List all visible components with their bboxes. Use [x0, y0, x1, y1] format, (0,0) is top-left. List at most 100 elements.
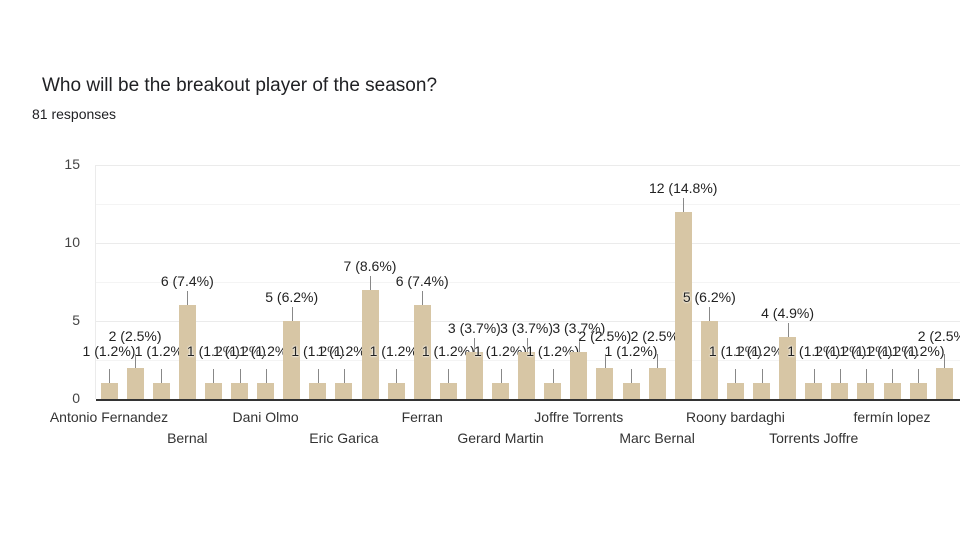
x-axis-label: Joffre Torrents: [534, 409, 624, 425]
bar[interactable]: [361, 289, 379, 399]
bar[interactable]: [178, 305, 196, 399]
data-label: 1 (1.2%): [526, 343, 580, 360]
data-label: 6 (7.4%): [395, 273, 449, 290]
data-label: 1 (1.2%): [604, 343, 658, 360]
data-label: 2 (2.5%): [630, 327, 684, 344]
data-label: 12 (14.8%): [648, 179, 718, 196]
bar[interactable]: [674, 211, 692, 399]
data-label-leader: [709, 307, 711, 321]
data-label: 1 (1.2%): [787, 343, 841, 360]
gridline: [96, 204, 960, 205]
data-label-leader: [370, 275, 371, 290]
bar[interactable]: [439, 383, 457, 399]
response-count: 81 responses: [32, 106, 117, 122]
bar[interactable]: [283, 321, 301, 399]
bar[interactable]: [883, 383, 901, 399]
data-label-leader: [761, 369, 763, 384]
data-label-leader: [552, 369, 554, 384]
gridline: [96, 243, 960, 244]
data-label-leader: [474, 338, 476, 353]
x-axis-label: fermín lopez: [853, 409, 931, 425]
data-label-leader: [892, 369, 893, 384]
bar[interactable]: [909, 383, 927, 399]
bar[interactable]: [648, 367, 666, 399]
gridline: [96, 282, 960, 283]
x-axis-label: Antonio Fernandez: [49, 409, 169, 425]
bar[interactable]: [544, 383, 562, 399]
x-axis-label: Roony bardaghi: [685, 409, 785, 425]
data-label-leader: [109, 369, 110, 384]
bar[interactable]: [465, 352, 483, 399]
data-label-leader: [683, 197, 685, 212]
data-label: 1 (1.2%): [369, 343, 423, 360]
data-label: 1 (1.2%): [317, 343, 371, 360]
bar[interactable]: [570, 352, 588, 399]
bar[interactable]: [126, 367, 144, 399]
data-label-leader: [239, 369, 241, 384]
data-label-leader: [631, 369, 632, 384]
y-tick-label: 5: [72, 312, 80, 328]
data-label-leader: [813, 369, 815, 384]
y-tick-label: 10: [64, 234, 80, 250]
bar[interactable]: [387, 383, 405, 399]
gridline: [96, 165, 960, 166]
bar[interactable]: [100, 383, 118, 399]
data-label-leader: [657, 353, 659, 368]
bar[interactable]: [935, 367, 953, 399]
data-label: 3 (3.7%): [500, 320, 554, 337]
bar[interactable]: [231, 383, 248, 399]
data-label: 1 (1.2%): [82, 343, 136, 360]
data-label: 1 (1.2%): [839, 343, 893, 360]
x-axis-label: Dani Olmo: [232, 409, 299, 425]
bar[interactable]: [857, 383, 875, 399]
data-label-leader: [448, 369, 450, 384]
x-axis-label: Gerard Martin: [457, 430, 544, 446]
data-label: 2 (2.5%): [578, 327, 632, 344]
x-axis-label: Ferran: [401, 409, 443, 425]
y-axis-line: [95, 165, 96, 399]
bar[interactable]: [700, 321, 718, 399]
data-label: 1 (1.2%): [134, 343, 188, 360]
bar[interactable]: [518, 352, 536, 399]
data-label: 1 (1.2%): [813, 343, 867, 360]
gridline: [96, 321, 960, 322]
bar[interactable]: [257, 383, 275, 399]
bar[interactable]: [831, 383, 849, 399]
y-tick-label: 0: [72, 390, 80, 406]
x-axis-label: Bernal: [167, 430, 208, 446]
data-label-leader: [213, 369, 215, 384]
data-label-leader: [500, 369, 502, 384]
data-label-leader: [865, 369, 867, 384]
bar[interactable]: [335, 383, 353, 399]
data-label: 6 (7.4%): [160, 273, 214, 290]
bar[interactable]: [596, 367, 614, 399]
data-label-leader: [422, 291, 424, 306]
bar[interactable]: [805, 383, 823, 399]
bar[interactable]: [726, 383, 744, 399]
bar[interactable]: [413, 305, 431, 399]
data-label: 3 (3.7%): [447, 320, 501, 337]
data-label-leader: [918, 369, 920, 384]
y-tick-label: 15: [64, 156, 80, 172]
data-label: 1 (1.2%): [735, 343, 788, 360]
data-label-leader: [578, 338, 580, 353]
bar[interactable]: [309, 383, 327, 399]
data-label: 1 (1.2%): [291, 343, 345, 360]
x-axis-label: Marc Bernal: [619, 430, 695, 446]
data-label: 4 (4.9%): [761, 304, 815, 321]
bar[interactable]: [779, 336, 797, 399]
bar[interactable]: [753, 383, 770, 399]
data-label-leader: [317, 369, 319, 384]
bar[interactable]: [204, 383, 222, 399]
data-label: 1 (1.2%): [891, 343, 945, 360]
bar[interactable]: [492, 383, 509, 399]
data-label-leader: [735, 369, 737, 384]
data-label: 2 (2.5%): [917, 327, 960, 344]
data-label: 1 (1.2%): [186, 343, 240, 360]
x-axis-label: Torrents Joffre: [769, 430, 859, 446]
bar[interactable]: [152, 383, 170, 399]
data-label-leader: [265, 369, 267, 384]
data-label-leader: [604, 353, 606, 368]
bar[interactable]: [622, 383, 640, 399]
data-label-leader: [944, 353, 946, 368]
